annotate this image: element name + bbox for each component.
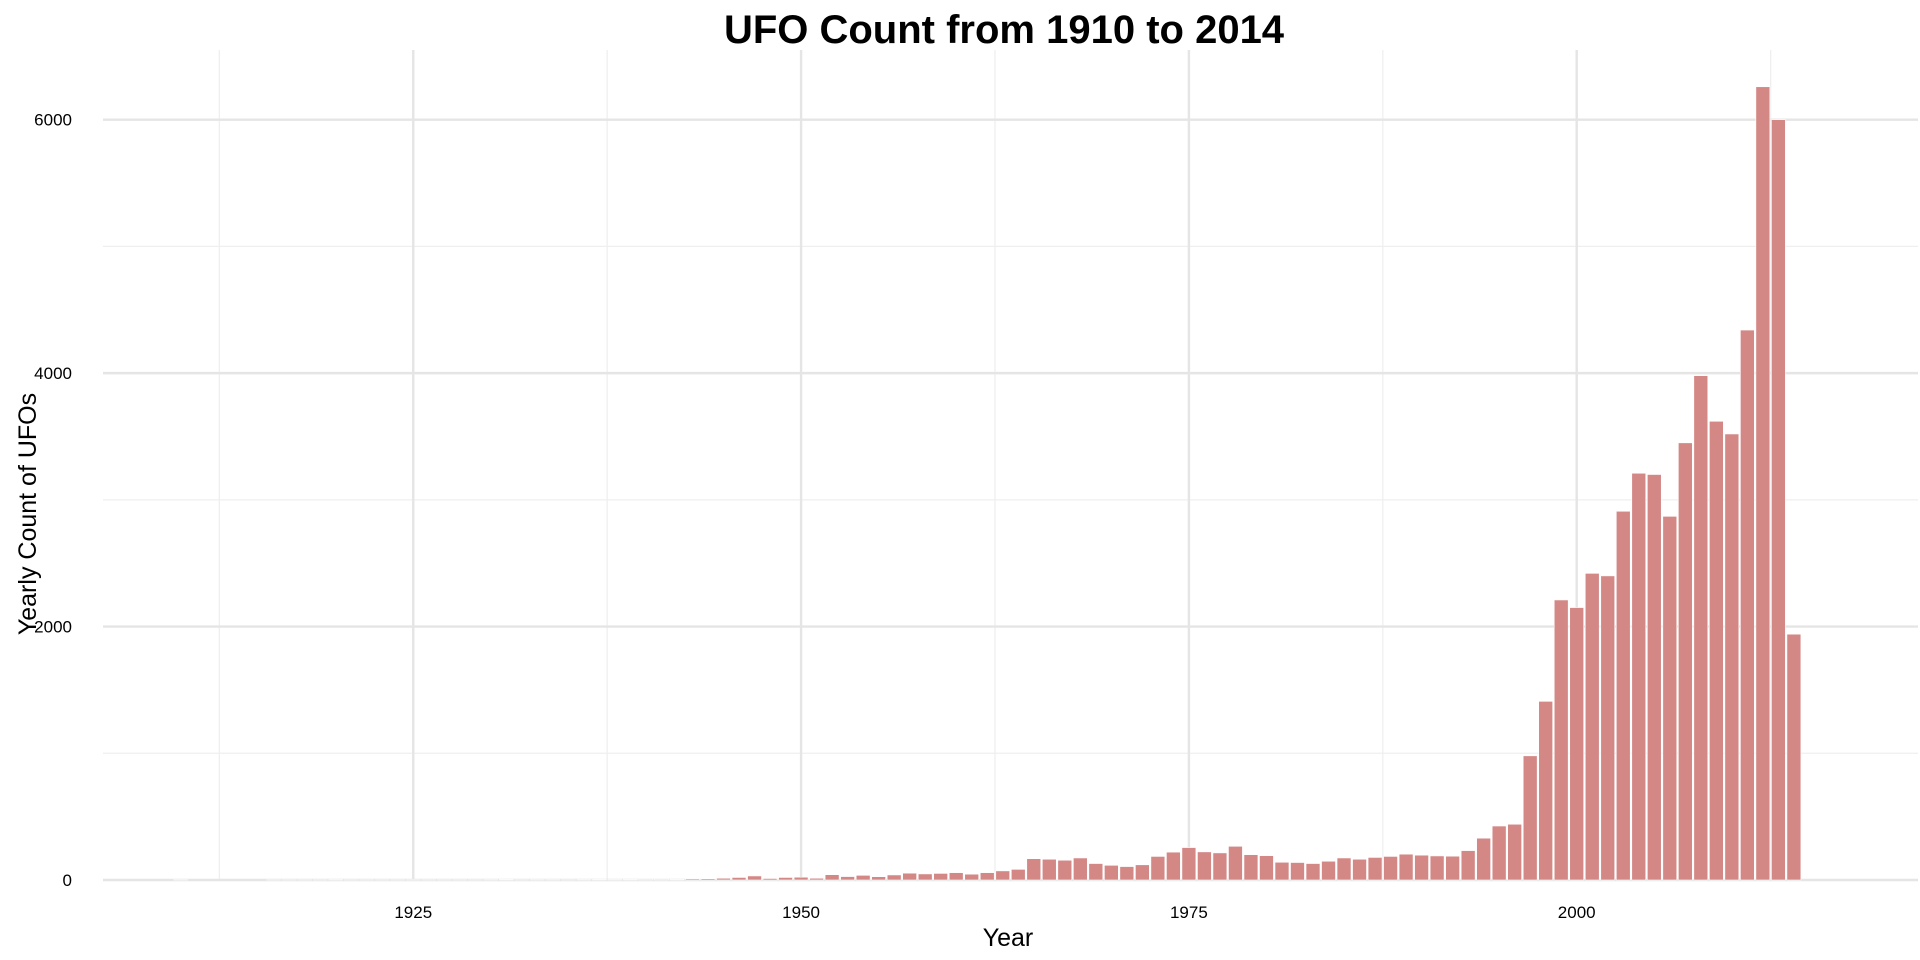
bar-1953 [840,876,855,881]
bar-1970 [1104,865,1119,881]
bar-1965 [1026,858,1042,881]
bar-1988 [1383,856,1398,881]
bar-1982 [1290,862,1305,881]
y-axis-title: Yearly Count of UFOs [14,393,42,635]
bar-1954 [855,875,871,881]
bar-1977 [1212,852,1228,881]
bar-1931 [499,879,514,881]
bar-1983 [1305,863,1321,881]
x-tick-label-2000: 2000 [1558,903,1596,922]
x-tick-label-1975: 1975 [1170,903,1208,922]
bar-1955 [871,876,886,881]
bar-1991 [1429,855,1445,881]
grid [103,50,1918,882]
bar-1981 [1274,861,1290,881]
bar-1995 [1491,825,1507,881]
bar-1940 [638,878,654,881]
bar-1939 [623,879,638,881]
bar-1964 [1010,869,1026,881]
chart-title: UFO Count from 1910 to 2014 [724,8,1285,52]
bar-1945 [716,877,731,881]
bar-1944 [700,878,716,881]
bar-1994 [1476,837,1491,881]
bar-1948 [762,878,778,881]
bar-1937 [592,879,607,881]
x-axis-title: Year [983,924,1034,952]
bar-2007 [1678,442,1693,881]
bar-1996 [1507,823,1522,881]
bar-1966 [1042,858,1057,881]
bar-1979 [1243,854,1259,881]
bar-1960 [948,872,964,881]
bar-2001 [1584,573,1600,881]
x-tick-label-1950: 1950 [782,903,820,922]
bar-2011 [1740,329,1755,881]
bar-1941 [654,878,669,881]
bar-2013 [1771,119,1786,881]
bar-1992 [1445,855,1460,881]
bar-1957 [902,872,917,881]
y-axis-ticks: 0 2000 4000 6000 [34,111,72,890]
bar-1967 [1057,859,1073,881]
bar-1976 [1197,851,1212,881]
bar-1989 [1398,853,1414,881]
bar-2012 [1755,86,1771,881]
bar-1950 [793,876,809,881]
bars [173,86,1802,881]
bar-1942 [669,879,685,881]
x-axis-ticks: 1925 1950 1975 2000 [394,903,1595,922]
bar-1947 [747,875,762,881]
bar-1987 [1367,857,1383,881]
bar-1993 [1460,850,1476,881]
bar-1980 [1259,855,1274,881]
bar-2008 [1693,375,1709,881]
bar-2014 [1786,633,1802,881]
bar-1952 [824,874,840,881]
bar-1971 [1119,866,1135,881]
bar-1956 [886,874,902,881]
bar-2010 [1724,433,1740,881]
bar-1973 [1150,856,1166,881]
bar-1990 [1414,854,1429,881]
bar-1974 [1166,851,1181,881]
bar-1999 [1553,599,1569,881]
y-tick-label-4000: 4000 [34,364,72,383]
bar-1962 [979,872,995,881]
bar-1972 [1135,864,1150,881]
bar-1961 [964,873,979,881]
y-tick-label-2000: 2000 [34,618,72,637]
bar-1997 [1522,755,1538,881]
bar-1998 [1538,701,1553,881]
bar-1975 [1181,847,1197,881]
bar-1946 [731,877,747,881]
y-tick-label-6000: 6000 [34,111,72,130]
bar-1986 [1352,858,1367,881]
bar-1951 [809,877,824,881]
bar-2005 [1647,474,1662,881]
bar-1968 [1073,857,1088,881]
bar-2009 [1709,420,1724,881]
bar-2006 [1662,516,1678,881]
bar-2000 [1569,607,1584,881]
bar-1949 [778,877,793,881]
bar-1985 [1336,857,1352,881]
bar-1959 [933,873,948,881]
bar-1943 [685,878,700,881]
bar-1978 [1228,845,1243,881]
bar-2004 [1631,472,1647,881]
bar-2003 [1615,510,1631,881]
bar-1984 [1321,860,1336,881]
y-tick-label-0: 0 [63,871,72,890]
bar-1969 [1088,863,1104,881]
bar-2002 [1600,575,1616,881]
x-tick-label-1925: 1925 [394,903,432,922]
bar-1963 [995,870,1011,881]
bar-1958 [917,873,933,881]
